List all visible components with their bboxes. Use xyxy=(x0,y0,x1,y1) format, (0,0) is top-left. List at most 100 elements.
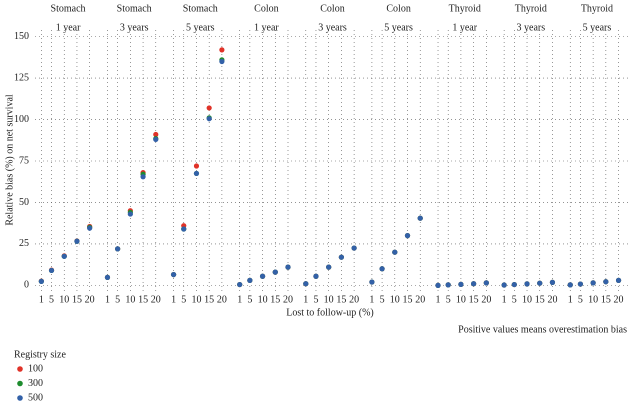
x-tick-label: 15 xyxy=(535,294,545,305)
point xyxy=(590,280,596,286)
x-tick-label: 15 xyxy=(601,294,611,305)
panel-subtitle: 3 years xyxy=(517,22,546,33)
x-tick-label: 1 xyxy=(237,294,242,305)
point xyxy=(61,253,67,259)
point xyxy=(153,136,159,143)
x-tick-label: 20 xyxy=(415,294,425,305)
point xyxy=(247,277,253,283)
point xyxy=(549,279,556,285)
point xyxy=(379,266,385,272)
point xyxy=(193,163,200,169)
x-tick-label: 1 xyxy=(502,294,507,305)
point xyxy=(404,233,411,239)
legend-title: Registry size xyxy=(14,349,66,360)
point xyxy=(615,277,622,283)
x-tick-label: 5 xyxy=(380,294,385,305)
x-tick-label: 20 xyxy=(547,294,557,305)
x-tick-label: 15 xyxy=(72,294,82,305)
x-tick-label: 20 xyxy=(614,294,624,305)
x-tick-label: 15 xyxy=(336,294,346,305)
panel-subtitle: 1 year xyxy=(56,22,81,33)
x-tick-label: 15 xyxy=(270,294,280,305)
x-tick-label: 15 xyxy=(469,294,479,305)
point xyxy=(206,105,212,111)
point xyxy=(303,281,309,287)
point xyxy=(104,274,111,281)
x-tick-label: 5 xyxy=(578,294,583,305)
point xyxy=(181,226,187,232)
y-tick-label: 75 xyxy=(19,155,29,166)
x-tick-label: 1 xyxy=(568,294,573,305)
x-tick-label: 1 xyxy=(39,294,44,305)
point xyxy=(285,264,291,270)
x-tick-label: 10 xyxy=(390,294,400,305)
x-tick-label: 5 xyxy=(49,294,54,305)
point xyxy=(87,225,93,231)
y-tick-label: 100 xyxy=(14,114,29,125)
y-tick-label: 25 xyxy=(19,238,29,249)
panel-subtitle: 1 year xyxy=(254,22,279,33)
point xyxy=(206,116,212,122)
point xyxy=(369,279,375,285)
x-tick-label: 1 xyxy=(369,294,374,305)
panel-title: Thyroid xyxy=(449,3,481,14)
legend-marker xyxy=(17,380,23,387)
point xyxy=(115,246,121,252)
point xyxy=(140,174,146,180)
point xyxy=(38,278,44,284)
point xyxy=(48,267,55,274)
point xyxy=(524,281,530,287)
panel-title: Thyroid xyxy=(581,3,613,14)
panel-title: Stomach xyxy=(117,3,152,14)
point xyxy=(237,281,243,288)
panel-title: Colon xyxy=(254,3,278,14)
panel-subtitle: 3 years xyxy=(120,22,149,33)
legend-marker xyxy=(17,366,23,372)
x-tick-label: 10 xyxy=(588,294,598,305)
point xyxy=(417,215,423,221)
x-tick-label: 5 xyxy=(181,294,186,305)
point xyxy=(567,282,573,288)
x-tick-label: 10 xyxy=(125,294,135,305)
point xyxy=(471,281,477,287)
point xyxy=(392,249,398,255)
panel-subtitle: 5 years xyxy=(186,22,215,33)
legend-marker xyxy=(17,395,23,401)
x-tick-label: 5 xyxy=(115,294,120,305)
x-tick-label: 10 xyxy=(456,294,466,305)
point xyxy=(351,245,357,251)
x-axis-label: Lost to follow-up (%) xyxy=(286,307,374,318)
y-tick-label: 50 xyxy=(19,197,29,208)
point xyxy=(501,282,507,288)
point xyxy=(193,170,200,177)
note: Positive values means overestimation bia… xyxy=(458,324,627,335)
x-tick-label: 15 xyxy=(138,294,148,305)
point xyxy=(435,282,441,288)
point xyxy=(338,254,344,260)
x-tick-label: 1 xyxy=(105,294,110,305)
x-tick-label: 5 xyxy=(313,294,318,305)
point xyxy=(219,58,225,65)
x-tick-label: 10 xyxy=(258,294,268,305)
point xyxy=(603,279,609,285)
x-tick-label: 1 xyxy=(171,294,176,305)
x-tick-label: 10 xyxy=(522,294,532,305)
point xyxy=(127,211,133,217)
point xyxy=(74,238,80,244)
x-tick-label: 20 xyxy=(85,294,95,305)
y-tick-label: 125 xyxy=(14,72,29,83)
x-tick-label: 15 xyxy=(403,294,413,305)
x-tick-label: 10 xyxy=(59,294,69,305)
panel-title: Stomach xyxy=(51,3,86,14)
x-tick-label: 20 xyxy=(349,294,359,305)
panel-title: Colon xyxy=(320,3,344,14)
panel-title: Stomach xyxy=(183,3,218,14)
point xyxy=(153,131,159,138)
point xyxy=(219,47,225,53)
point xyxy=(537,280,543,286)
legend-label: 300 xyxy=(28,378,43,389)
panel-subtitle: 1 year xyxy=(452,22,477,33)
x-tick-label: 5 xyxy=(512,294,517,305)
y-axis-label: Relative bias (%) on net survival xyxy=(4,94,15,226)
